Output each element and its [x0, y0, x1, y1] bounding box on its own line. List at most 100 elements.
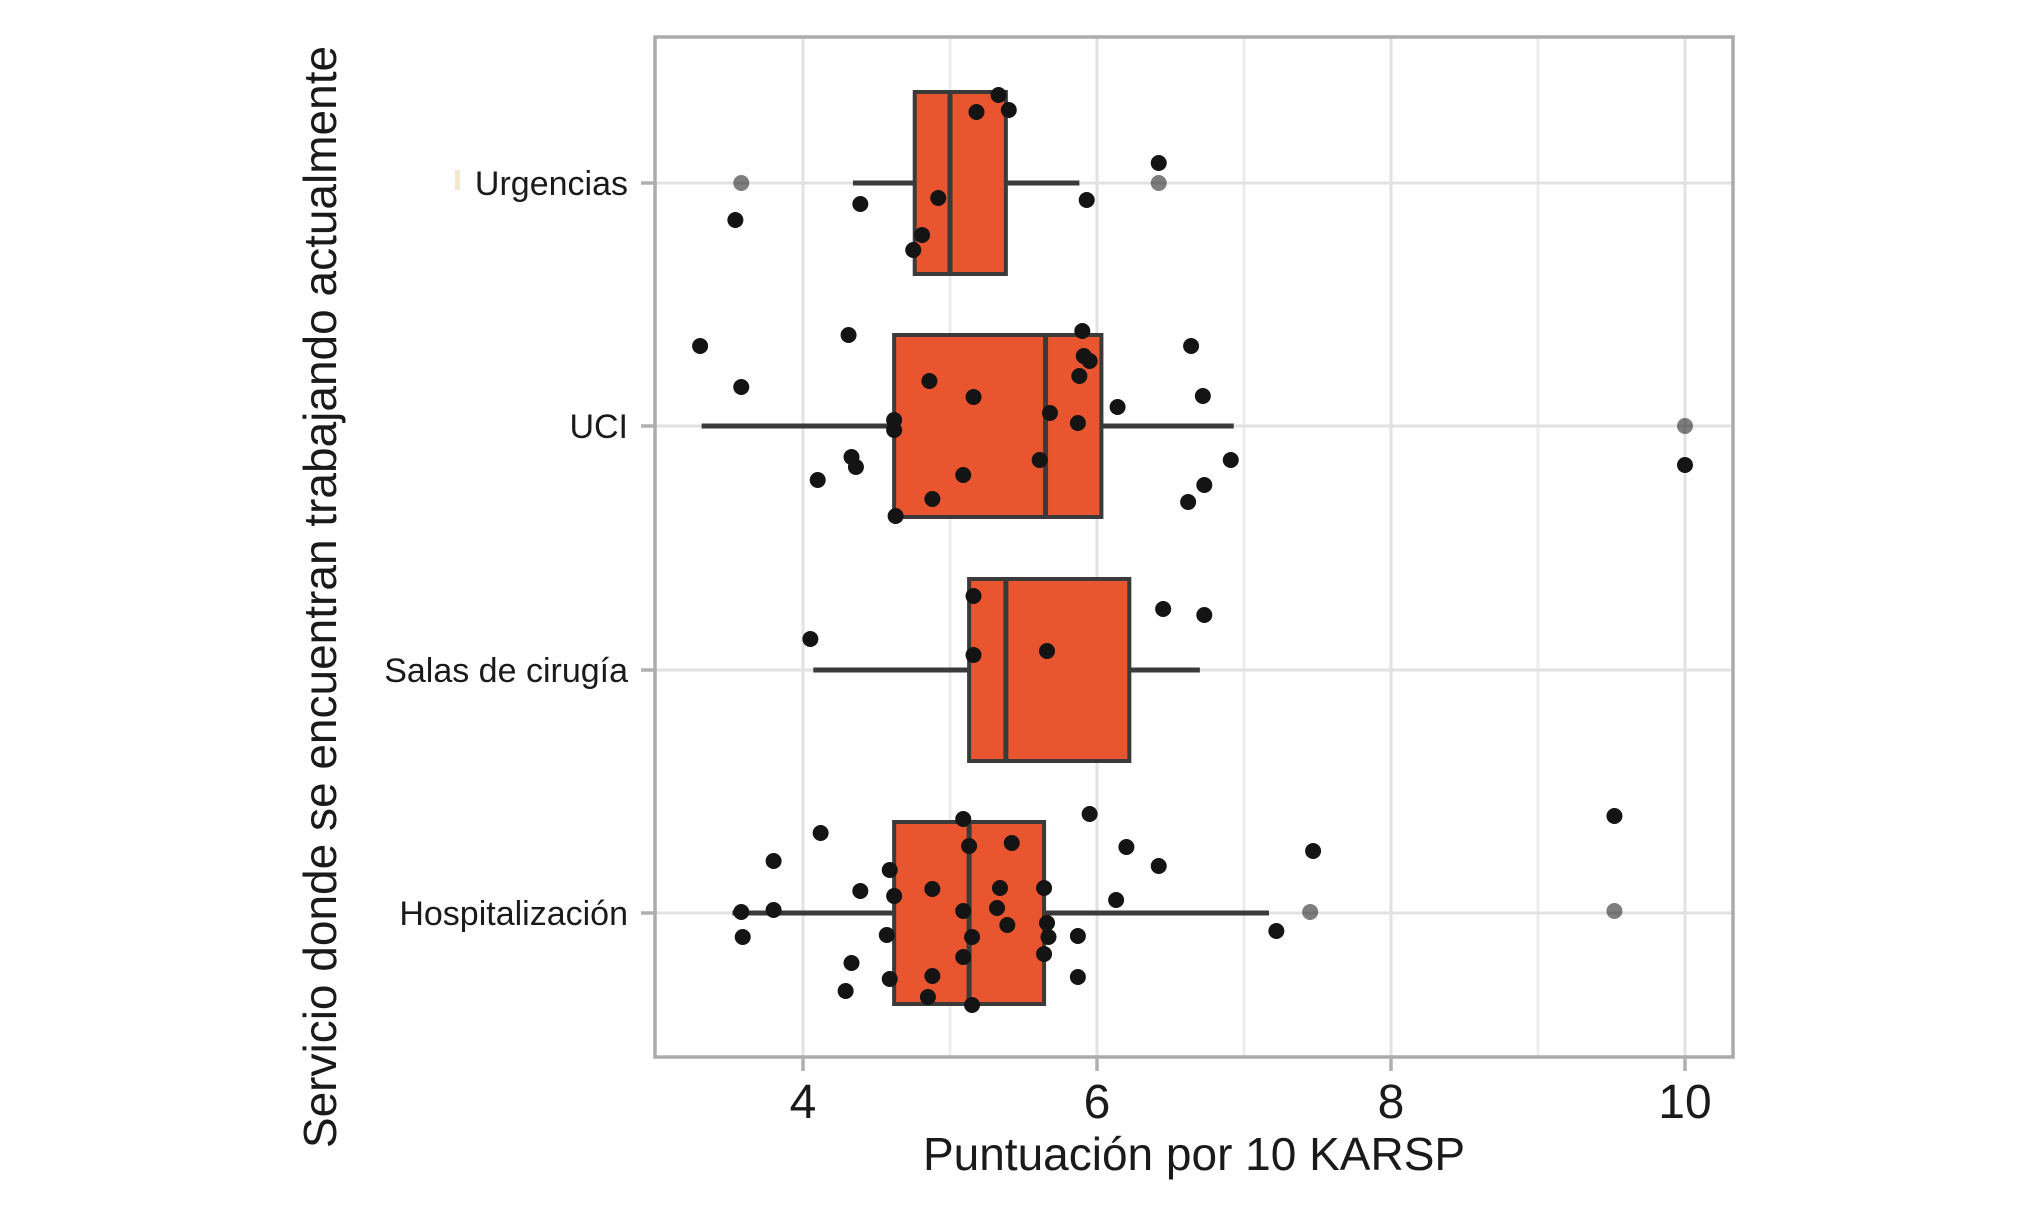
data-point [955, 467, 972, 483]
data-point [733, 175, 750, 191]
data-point [1074, 323, 1091, 339]
data-point [968, 104, 985, 120]
panel-border [653, 35, 1735, 1059]
iqr-box [892, 333, 1104, 519]
data-point [964, 997, 981, 1013]
data-point [837, 983, 854, 999]
data-point [1040, 929, 1057, 945]
data-point [1118, 839, 1135, 855]
axes-layer: 4 6 8 10 Urgencias UCI Salas de cirugía Hospita… [384, 165, 1712, 1129]
data-point [1305, 843, 1322, 859]
data-point [924, 881, 941, 897]
data-point [1109, 399, 1126, 415]
data-point [1069, 415, 1086, 431]
data-point [809, 472, 826, 488]
data-point [1081, 806, 1098, 822]
x-tick-label-8: 8 [1378, 1076, 1405, 1129]
data-point [924, 968, 941, 984]
data-point [1003, 835, 1020, 851]
data-point [1196, 477, 1213, 493]
data-point [955, 811, 972, 827]
data-point [1036, 880, 1053, 896]
data-point [1180, 494, 1197, 510]
iqr-box [912, 90, 1008, 276]
data-point [843, 955, 860, 971]
data-point [1150, 175, 1167, 191]
data-point [1150, 858, 1167, 874]
box-group-1 [701, 333, 1234, 519]
data-point [1155, 601, 1172, 617]
data-point [881, 862, 898, 878]
box-group-2 [813, 577, 1200, 763]
data-point [847, 459, 864, 475]
data-point [999, 917, 1016, 933]
data-point [921, 373, 938, 389]
data-point [955, 903, 972, 919]
x-tick-label-4: 4 [790, 1076, 817, 1129]
y-category-label-0: Urgencias [475, 165, 628, 203]
data-point [852, 196, 869, 212]
data-point [955, 949, 972, 965]
data-point [1078, 192, 1095, 208]
data-point [1194, 388, 1211, 404]
data-point [852, 883, 869, 899]
data-point [930, 190, 947, 206]
data-point [914, 227, 931, 243]
data-point [1081, 353, 1098, 369]
data-point [1031, 452, 1048, 468]
data-point [1108, 892, 1125, 908]
data-point [802, 631, 819, 647]
data-point [727, 212, 744, 228]
data-point [812, 825, 829, 841]
data-point [1071, 368, 1088, 384]
boxes-layer [701, 90, 1269, 1006]
data-point [1041, 405, 1058, 421]
points-layer [692, 87, 1693, 1013]
data-point [733, 379, 750, 395]
data-point [1183, 338, 1200, 354]
data-point [965, 389, 982, 405]
data-point [881, 971, 898, 987]
data-point [1036, 946, 1053, 962]
data-point [1196, 607, 1213, 623]
x-tick-label-10: 10 [1658, 1076, 1711, 1129]
x-tick-label-6: 6 [1084, 1076, 1111, 1129]
data-point [1606, 808, 1623, 824]
data-point [905, 242, 922, 258]
data-point [919, 989, 936, 1005]
data-point [886, 422, 903, 438]
artifact-mark [455, 170, 460, 190]
data-point [1222, 452, 1239, 468]
data-point [924, 491, 941, 507]
data-point [964, 929, 981, 945]
data-point [1302, 904, 1319, 920]
data-point [734, 929, 751, 945]
data-point [886, 888, 903, 904]
data-point [1677, 457, 1693, 473]
gridlines [655, 37, 1733, 1057]
data-point [765, 902, 782, 918]
data-point [1150, 155, 1167, 171]
box-group-0 [852, 90, 1080, 276]
data-point [1268, 923, 1285, 939]
iqr-box [967, 577, 1132, 763]
data-point [989, 900, 1006, 916]
y-category-label-1: UCI [569, 408, 628, 446]
data-point [840, 327, 857, 343]
data-point [990, 87, 1007, 103]
data-point [991, 880, 1008, 896]
data-point [1000, 102, 1017, 118]
data-point [765, 853, 782, 869]
y-axis-title: Servicio donde se encuentran trabajando … [294, 46, 346, 1148]
data-point [887, 508, 904, 524]
data-point [733, 904, 750, 920]
y-category-label-3: Hospitalización [399, 895, 628, 933]
data-point [1069, 969, 1086, 985]
data-point [1039, 915, 1056, 931]
data-point [878, 927, 895, 943]
data-point [692, 338, 709, 354]
data-point [1677, 418, 1693, 434]
data-point [1069, 928, 1086, 944]
data-point [965, 588, 982, 604]
